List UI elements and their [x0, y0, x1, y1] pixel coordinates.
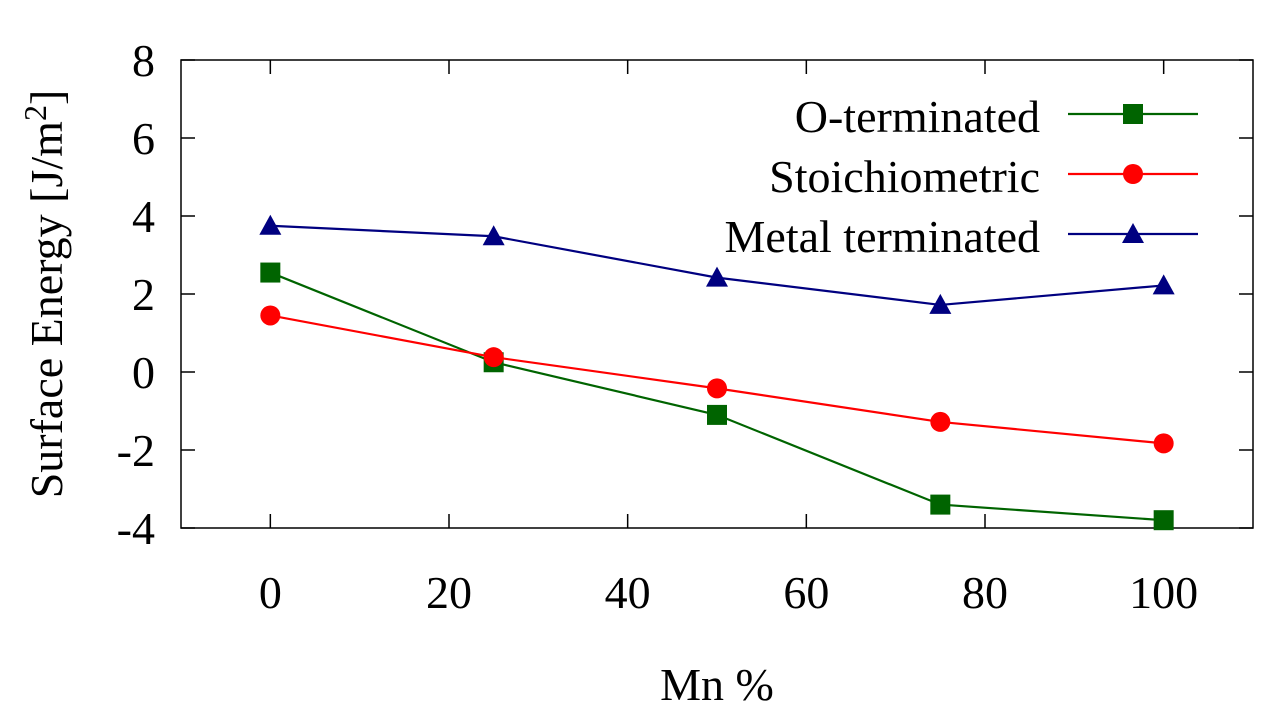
legend-marker-stoichiometric: [1123, 164, 1143, 184]
data-point-o-terminated: [260, 262, 281, 283]
data-point-stoichiometric: [707, 378, 727, 399]
series-layer: [259, 214, 1175, 531]
x-tick-label: 20: [426, 567, 472, 618]
legend-marker-o-terminated: [1123, 104, 1143, 124]
x-tick-label: 0: [259, 567, 282, 618]
data-point-metal-terminated: [706, 266, 728, 287]
legend: O-terminated Stoichiometric Metal terminat…: [725, 91, 1198, 262]
data-point-stoichiometric: [1153, 433, 1174, 454]
x-tick-label: 100: [1129, 567, 1198, 618]
axis-tick-labels: 0 20 40 60 80 100 -4 -2 0 2 4 6 8: [117, 35, 1198, 618]
y-tick-label: 4: [132, 191, 155, 242]
series-metal-terminated: [259, 214, 1175, 314]
data-point-o-terminated: [1153, 510, 1174, 531]
data-point-metal-terminated: [259, 214, 282, 235]
legend-label-o-terminated: O-terminated: [795, 91, 1040, 142]
data-point-o-terminated: [930, 494, 951, 515]
y-tick-label: -4: [117, 503, 155, 554]
data-point-metal-terminated: [482, 225, 505, 246]
data-point-metal-terminated: [929, 293, 952, 314]
legend-label-stoichiometric: Stoichiometric: [769, 151, 1040, 202]
x-tick-label: 40: [605, 567, 651, 618]
plot-frame: [180, 59, 1254, 529]
y-axis-title-superscript: 2: [17, 105, 53, 121]
x-tick-label: 60: [783, 567, 829, 618]
data-point-stoichiometric: [260, 305, 281, 326]
series-stoichiometric: [260, 305, 1174, 454]
y-tick-label: 2: [132, 269, 155, 320]
x-axis-title: Mn %: [660, 659, 774, 710]
y-tick-label: -2: [117, 425, 155, 476]
y-axis-title-suffix: ]: [21, 90, 72, 105]
data-point-metal-terminated: [1152, 274, 1175, 295]
y-axis-title-main: Surface Energy [J/m: [21, 121, 72, 498]
axis-ticks: [181, 59, 1253, 529]
y-tick-label: 6: [132, 113, 155, 164]
y-tick-label: 8: [132, 35, 155, 86]
y-axis-title: Surface Energy [J/m2]: [17, 90, 72, 499]
legend-marker-metal-terminated: [1122, 223, 1144, 243]
data-point-stoichiometric: [930, 411, 951, 432]
data-point-stoichiometric: [483, 347, 504, 368]
legend-label-metal-terminated: Metal terminated: [725, 211, 1041, 262]
y-tick-label: 0: [132, 347, 155, 398]
x-tick-label: 80: [962, 567, 1008, 618]
data-point-o-terminated: [707, 404, 727, 425]
